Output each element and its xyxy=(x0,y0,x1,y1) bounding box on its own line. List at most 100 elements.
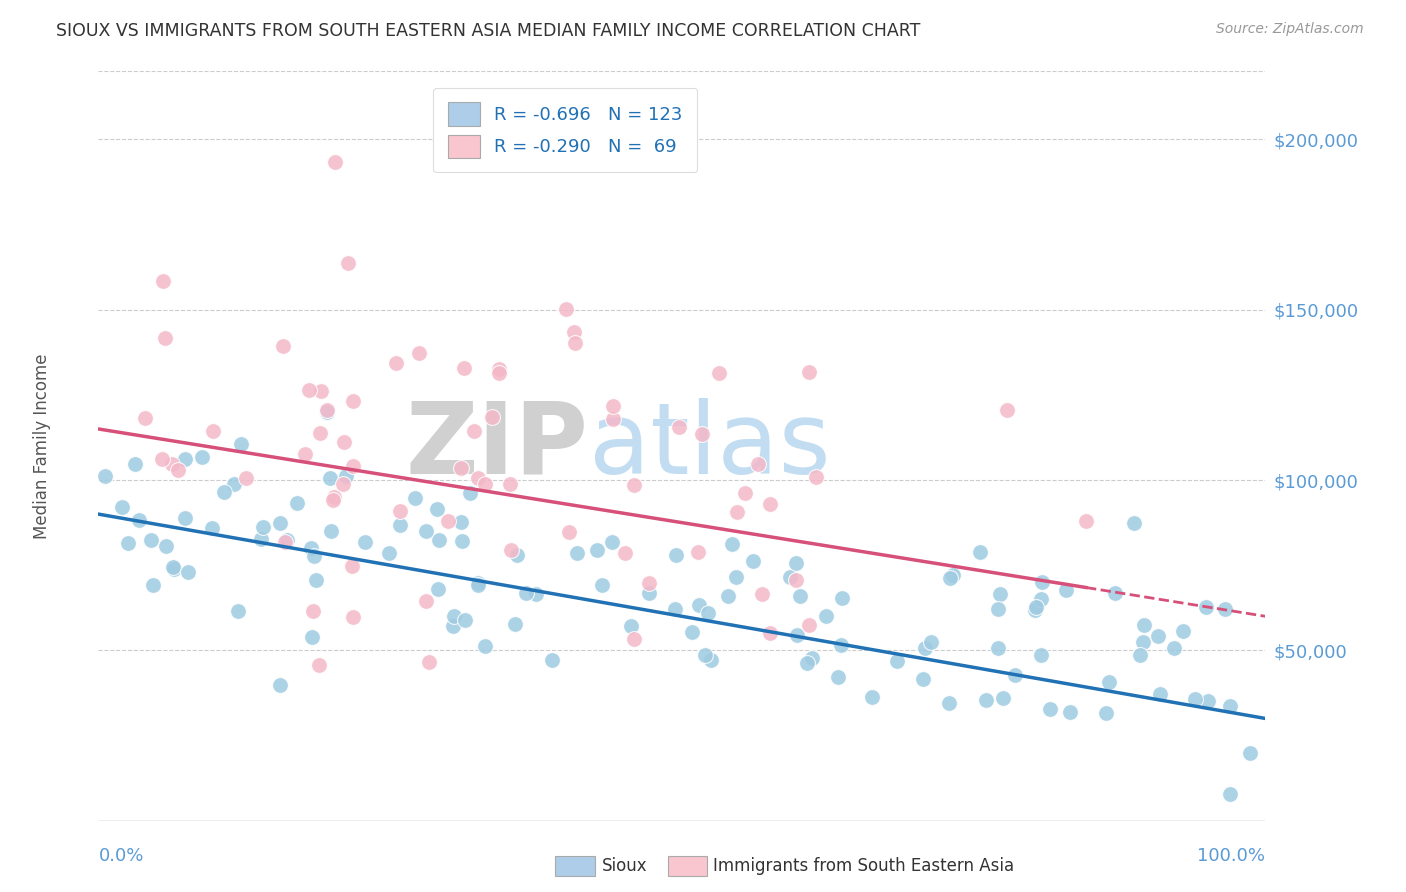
Point xyxy=(555,302,578,317)
Point xyxy=(301,630,323,644)
Text: Sioux: Sioux xyxy=(602,857,647,875)
Point xyxy=(1146,629,1168,643)
Point xyxy=(214,484,236,499)
Point xyxy=(1197,694,1219,708)
Legend: R = -0.696   N = 123, R = -0.290   N =  69: R = -0.696 N = 123, R = -0.290 N = 69 xyxy=(433,88,697,172)
Point xyxy=(463,424,485,438)
Point xyxy=(664,601,686,615)
Point xyxy=(1029,648,1052,662)
Point xyxy=(1059,705,1081,719)
Point xyxy=(124,457,146,471)
Point xyxy=(688,599,710,613)
Point xyxy=(134,410,156,425)
Point xyxy=(298,383,321,397)
Point xyxy=(686,545,709,559)
Point xyxy=(323,154,346,169)
Point xyxy=(789,589,811,603)
Point xyxy=(1098,675,1121,690)
Point xyxy=(695,648,717,662)
Point xyxy=(623,477,645,491)
Point xyxy=(385,356,408,370)
Point xyxy=(1184,691,1206,706)
Point xyxy=(786,628,808,642)
Point xyxy=(707,367,730,381)
Point xyxy=(939,571,962,585)
Point xyxy=(779,570,801,584)
Point xyxy=(111,500,134,514)
Point xyxy=(1129,648,1152,662)
Point xyxy=(299,541,322,555)
Point xyxy=(806,469,828,483)
Point xyxy=(1239,747,1261,761)
Point xyxy=(321,524,343,539)
Point xyxy=(488,362,510,376)
Point xyxy=(316,405,339,419)
Point xyxy=(1132,635,1154,649)
Point xyxy=(252,520,274,534)
Point xyxy=(273,535,295,549)
Point xyxy=(309,384,332,398)
Point xyxy=(860,690,883,704)
Point xyxy=(302,549,325,563)
Point xyxy=(668,420,690,434)
Point xyxy=(558,524,581,539)
Point xyxy=(524,587,547,601)
Point xyxy=(602,412,624,426)
Point xyxy=(697,606,720,620)
Point xyxy=(912,672,935,686)
Point xyxy=(1074,514,1097,528)
Point xyxy=(229,437,252,451)
Point xyxy=(567,546,589,560)
Point xyxy=(814,609,837,624)
Point xyxy=(467,577,489,591)
Point xyxy=(987,640,1010,655)
Point xyxy=(1133,618,1156,632)
Point xyxy=(700,653,723,667)
Point xyxy=(294,447,316,461)
Point xyxy=(235,471,257,485)
Point xyxy=(988,587,1011,601)
Point xyxy=(474,477,496,491)
Point xyxy=(269,678,291,692)
Point xyxy=(830,638,852,652)
Point xyxy=(305,573,328,587)
Point xyxy=(801,650,824,665)
Point xyxy=(437,514,460,528)
Point xyxy=(450,515,472,529)
Point xyxy=(153,331,176,345)
Point xyxy=(541,653,564,667)
Text: Immigrants from South Eastern Asia: Immigrants from South Eastern Asia xyxy=(713,857,1014,875)
Point xyxy=(785,574,807,588)
Point xyxy=(586,542,609,557)
Point xyxy=(1219,787,1241,801)
Point xyxy=(342,609,364,624)
Point xyxy=(453,361,475,376)
Point xyxy=(797,617,820,632)
Point xyxy=(488,366,510,380)
Point xyxy=(499,543,522,558)
Point xyxy=(443,608,465,623)
Point xyxy=(1149,687,1171,701)
Point xyxy=(316,403,339,417)
Point xyxy=(378,546,401,560)
Point xyxy=(308,426,330,441)
Point xyxy=(602,399,624,413)
Point xyxy=(226,604,249,618)
Point xyxy=(620,618,643,632)
Point xyxy=(155,539,177,553)
Point xyxy=(415,524,437,538)
Point xyxy=(340,558,363,573)
Point xyxy=(271,339,294,353)
Point xyxy=(1163,641,1185,656)
Point xyxy=(987,601,1010,615)
Point xyxy=(751,587,773,601)
Point xyxy=(725,505,748,519)
Point xyxy=(177,565,200,579)
Point xyxy=(991,691,1014,706)
Point xyxy=(443,619,465,633)
Point xyxy=(128,513,150,527)
Point xyxy=(427,582,450,596)
Point xyxy=(333,434,356,449)
Point xyxy=(1031,574,1053,589)
Point xyxy=(681,624,703,639)
